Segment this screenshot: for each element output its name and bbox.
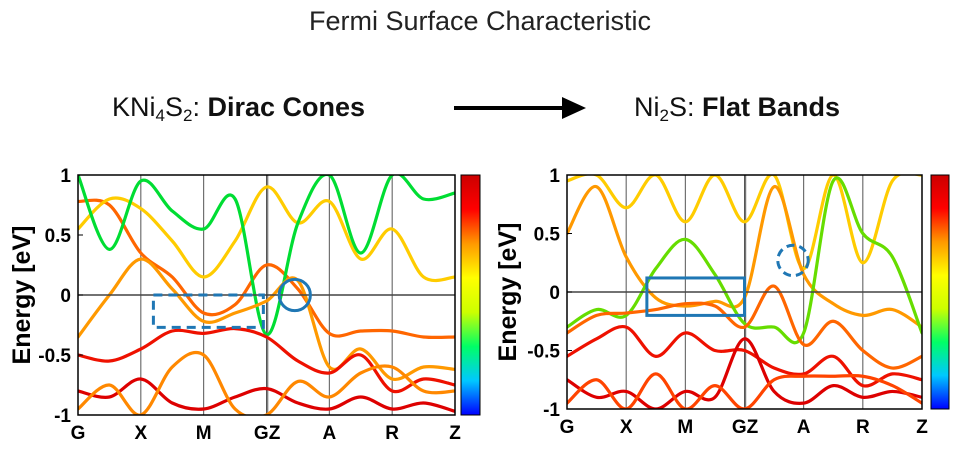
right-heading-bold: Flat Bands (702, 92, 841, 122)
x-tick-label: GZ (254, 423, 281, 444)
x-tick-label: GZ (732, 417, 759, 438)
right-formula-prefix: Ni (634, 92, 660, 122)
band-line (567, 284, 922, 370)
x-tick-label: A (322, 423, 336, 444)
band-line (78, 185, 455, 283)
left-colon: : (192, 92, 208, 122)
colorbar (460, 174, 481, 416)
y-tick-label: -1 (543, 400, 560, 421)
x-tick-label: Z (449, 423, 461, 444)
band-line (567, 175, 922, 271)
highlight-circle (277, 277, 312, 313)
x-tick-label: G (71, 423, 86, 444)
band-line (78, 175, 455, 337)
x-tick-label: Z (916, 417, 928, 438)
band-line (78, 198, 455, 340)
y-tick-label: 0 (549, 283, 560, 304)
highlight-circle (776, 243, 810, 278)
band-line (567, 185, 922, 329)
colorbar (930, 174, 950, 410)
x-tick-label: A (797, 417, 811, 438)
left-formula-prefix: KNi (112, 92, 156, 122)
highlight-rect (645, 276, 746, 317)
right-colon: : (686, 92, 702, 122)
left-heading: KNi4S2: Dirac Cones (112, 92, 366, 125)
right-formula-sub1: 2 (659, 106, 669, 125)
right-formula-mid: S (668, 92, 687, 122)
y-tick-label: -0.5 (527, 342, 560, 363)
band-line (78, 377, 455, 413)
band-line (567, 372, 922, 409)
x-tick-label: X (134, 423, 147, 444)
band-line (78, 326, 455, 394)
y-axis-label: Energy [eV] (8, 226, 36, 365)
left-formula-sub2: 2 (183, 106, 193, 125)
band-line (567, 324, 922, 388)
bands-group (567, 175, 922, 409)
x-tick-label: R (385, 423, 399, 444)
highlight-rect (151, 293, 265, 329)
left-formula-mid: S (164, 92, 183, 122)
band-line (567, 337, 922, 409)
y-tick-label: 0 (60, 286, 71, 307)
y-tick-label: 0.5 (45, 226, 72, 247)
y-tick-label: 1 (60, 166, 71, 187)
y-tick-label: 1 (549, 166, 560, 187)
band-line (78, 257, 455, 382)
x-tick-label: M (196, 423, 212, 444)
x-tick-label: G (560, 417, 575, 438)
y-tick-label: 0.5 (534, 225, 561, 246)
x-tick-label: M (677, 417, 693, 438)
y-axis-label: Energy [eV] (494, 223, 522, 362)
right-heading: Ni2S: Flat Bands (634, 92, 841, 125)
left-heading-bold: Dirac Cones (207, 92, 366, 122)
figure-title: Fermi Surface Characteristic (308, 6, 652, 36)
y-tick-label: -0.5 (38, 346, 71, 367)
x-tick-label: R (856, 417, 870, 438)
left-formula-sub1: 4 (155, 106, 165, 125)
x-tick-label: X (620, 417, 633, 438)
right-arrow-icon (454, 97, 586, 119)
y-tick-label: -1 (54, 406, 71, 427)
